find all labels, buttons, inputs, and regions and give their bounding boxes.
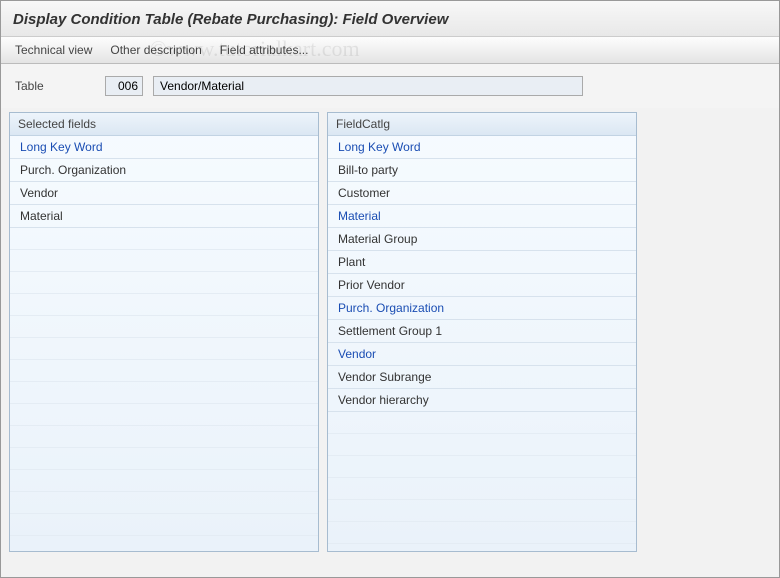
list-item[interactable]: Prior Vendor [328, 274, 636, 297]
list-item[interactable]: Vendor [328, 343, 636, 366]
list-empty-row [328, 500, 636, 522]
list-item[interactable]: Purch. Organization [10, 159, 318, 182]
list-empty-row [10, 470, 318, 492]
table-form-row: Table [1, 64, 779, 108]
list-item[interactable]: Long Key Word [328, 136, 636, 159]
list-empty-row [10, 294, 318, 316]
list-empty-row [10, 492, 318, 514]
table-code-input[interactable] [105, 76, 143, 96]
field-catalog-header: FieldCatlg [328, 113, 636, 136]
list-item[interactable]: Purch. Organization [328, 297, 636, 320]
list-empty-row [10, 514, 318, 536]
list-empty-row [328, 522, 636, 544]
list-item[interactable]: Material Group [328, 228, 636, 251]
list-empty-row [10, 250, 318, 272]
list-empty-row [10, 426, 318, 448]
list-item[interactable]: Vendor hierarchy [328, 389, 636, 412]
list-item[interactable]: Long Key Word [10, 136, 318, 159]
list-empty-row [10, 272, 318, 294]
list-item[interactable]: Plant [328, 251, 636, 274]
list-item[interactable]: Material [328, 205, 636, 228]
table-description-input[interactable] [153, 76, 583, 96]
list-empty-row [10, 360, 318, 382]
list-item[interactable]: Vendor Subrange [328, 366, 636, 389]
list-item[interactable]: Bill-to party [328, 159, 636, 182]
list-empty-row [10, 382, 318, 404]
page-title: Display Condition Table (Rebate Purchasi… [1, 1, 779, 37]
toolbar-field-attributes[interactable]: Field attributes... [220, 43, 309, 57]
toolbar-other-description[interactable]: Other description [110, 43, 201, 57]
list-empty-row [10, 228, 318, 250]
list-empty-row [10, 448, 318, 470]
list-empty-row [328, 412, 636, 434]
field-catalog-body: Long Key WordBill-to partyCustomerMateri… [328, 136, 636, 551]
toolbar: Technical view Other description Field a… [1, 37, 779, 64]
selected-fields-body: Long Key WordPurch. OrganizationVendorMa… [10, 136, 318, 551]
list-empty-row [328, 478, 636, 500]
field-catalog-panel: FieldCatlg Long Key WordBill-to partyCus… [327, 112, 637, 552]
panels-container: Selected fields Long Key WordPurch. Orga… [1, 108, 779, 556]
list-item[interactable]: Vendor [10, 182, 318, 205]
list-empty-row [10, 338, 318, 360]
toolbar-technical-view[interactable]: Technical view [15, 43, 92, 57]
list-empty-row [328, 456, 636, 478]
list-empty-row [328, 434, 636, 456]
selected-fields-panel: Selected fields Long Key WordPurch. Orga… [9, 112, 319, 552]
list-item[interactable]: Customer [328, 182, 636, 205]
list-empty-row [10, 536, 318, 551]
list-item[interactable]: Material [10, 205, 318, 228]
list-empty-row [10, 316, 318, 338]
table-label: Table [15, 79, 95, 93]
list-item[interactable]: Settlement Group 1 [328, 320, 636, 343]
selected-fields-header: Selected fields [10, 113, 318, 136]
list-empty-row [10, 404, 318, 426]
list-empty-row [328, 544, 636, 551]
